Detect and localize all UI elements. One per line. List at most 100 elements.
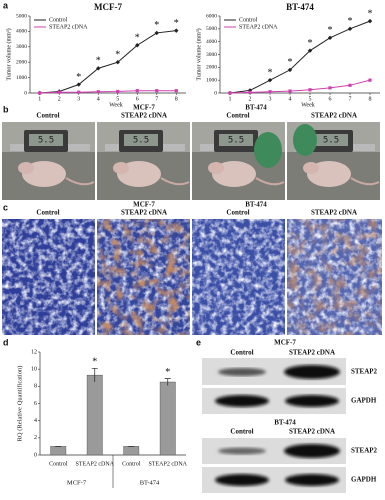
x-tick-label: STEAP2 cDNA	[149, 461, 188, 467]
column-label: Control	[36, 209, 59, 217]
column-label: Control	[36, 112, 59, 120]
marker	[116, 89, 120, 94]
row-label: STEAP2	[351, 368, 378, 376]
y-axis-label: Tumor volume (mm³)	[5, 28, 12, 80]
chart-title: BT-474	[286, 2, 314, 12]
marker	[96, 66, 101, 71]
series-line	[229, 20, 371, 94]
y-tick-label: 12	[31, 349, 37, 355]
x-tick-label: 4	[97, 96, 100, 102]
cell-line: MCF-7	[274, 339, 296, 347]
column-label: STEAP2 cDNA	[311, 112, 357, 120]
panel-label: d	[3, 337, 9, 347]
bar	[50, 446, 67, 456]
photo	[287, 219, 382, 335]
marker	[38, 91, 42, 95]
annotation: *	[96, 56, 101, 67]
group-label: MCF-7	[133, 104, 155, 112]
annotation: *	[308, 38, 313, 49]
marker	[268, 90, 272, 94]
x-tick-label: STEAP2 cDNA	[76, 461, 115, 467]
column-label: Control	[230, 428, 253, 436]
error-bar	[164, 378, 171, 386]
marker	[347, 26, 353, 32]
marker	[327, 35, 333, 41]
annotation: *	[328, 25, 333, 36]
annotation: *	[115, 49, 120, 60]
column-label: STEAP2 cDNA	[289, 349, 335, 357]
group-label: BT-474	[245, 201, 267, 209]
x-tick-label: 7	[155, 96, 158, 102]
column-label: Control	[230, 349, 253, 357]
y-tick-label: 4000	[16, 29, 27, 35]
marker	[228, 91, 232, 95]
annotation: *	[135, 33, 140, 44]
panel-label: e	[196, 337, 201, 347]
x-tick-label: 6	[329, 96, 332, 102]
marker	[308, 88, 312, 92]
column-label: Control	[226, 209, 249, 217]
marker	[57, 90, 61, 94]
x-tick-label: 5	[309, 96, 312, 102]
marker	[115, 60, 120, 65]
y-tick-label: 6	[34, 401, 37, 407]
y-axis-label: RQ (Relative Quantification)	[16, 366, 23, 442]
series-line	[39, 90, 177, 94]
marker	[135, 89, 139, 93]
y-tick-label: 8	[34, 384, 37, 390]
y-tick-label: 5000	[16, 13, 27, 19]
x-tick-label: 3	[77, 96, 80, 102]
x-axis-label: Week	[109, 102, 123, 108]
column-label: STEAP2 cDNA	[289, 428, 335, 436]
marker	[248, 90, 252, 94]
photo	[97, 122, 190, 200]
glove	[293, 124, 317, 156]
group-label: MCF-7	[67, 479, 87, 486]
cell-line: BT-474	[274, 419, 296, 427]
band	[284, 444, 340, 458]
y-tick-label: 2000	[16, 59, 27, 65]
marker	[307, 48, 313, 53]
x-tick-label: Control	[122, 461, 141, 467]
legend-label: Control	[49, 17, 68, 23]
marker	[267, 77, 273, 83]
x-tick-label: 1	[38, 96, 41, 102]
annotation: *	[368, 8, 373, 19]
y-tick-label: 0	[24, 90, 27, 96]
row-label: GAPDH	[351, 476, 377, 484]
x-tick-label: 4	[289, 96, 292, 102]
y-tick-label: 3000	[16, 44, 27, 50]
series-line	[39, 30, 177, 94]
x-tick-label: Control	[49, 461, 68, 467]
marker	[135, 43, 140, 48]
panel-label: c	[3, 202, 8, 212]
column-label: Control	[226, 112, 249, 120]
row-label: STEAP2	[351, 447, 378, 455]
y-tick-label: 1000	[206, 77, 217, 83]
legend-label: STEAP2 cDNA	[49, 24, 88, 30]
x-tick-label: 3	[269, 96, 272, 102]
series-line	[229, 79, 371, 94]
x-tick-label: 7	[349, 96, 352, 102]
x-axis-label: Week	[301, 102, 315, 108]
y-tick-label: 0	[214, 90, 217, 96]
band	[284, 365, 340, 379]
x-tick-label: 8	[369, 96, 372, 102]
y-tick-label: 1000	[16, 75, 27, 81]
photo	[192, 219, 285, 335]
marker	[368, 78, 372, 82]
annotation: *	[288, 57, 293, 68]
annotation: *	[174, 18, 179, 29]
annotation: *	[268, 67, 273, 78]
marker	[174, 89, 178, 93]
band	[285, 474, 339, 486]
annotation: *	[348, 16, 353, 27]
panel-c: MCF-7 Control STEAP2 cDNA BT-474 Control…	[2, 201, 382, 335]
group-label: BT-474	[245, 104, 267, 112]
y-tick-label: 2000	[206, 65, 217, 71]
annotation: *	[165, 367, 170, 378]
marker	[328, 86, 332, 90]
band	[285, 395, 339, 407]
y-tick-label: 4000	[206, 39, 217, 45]
